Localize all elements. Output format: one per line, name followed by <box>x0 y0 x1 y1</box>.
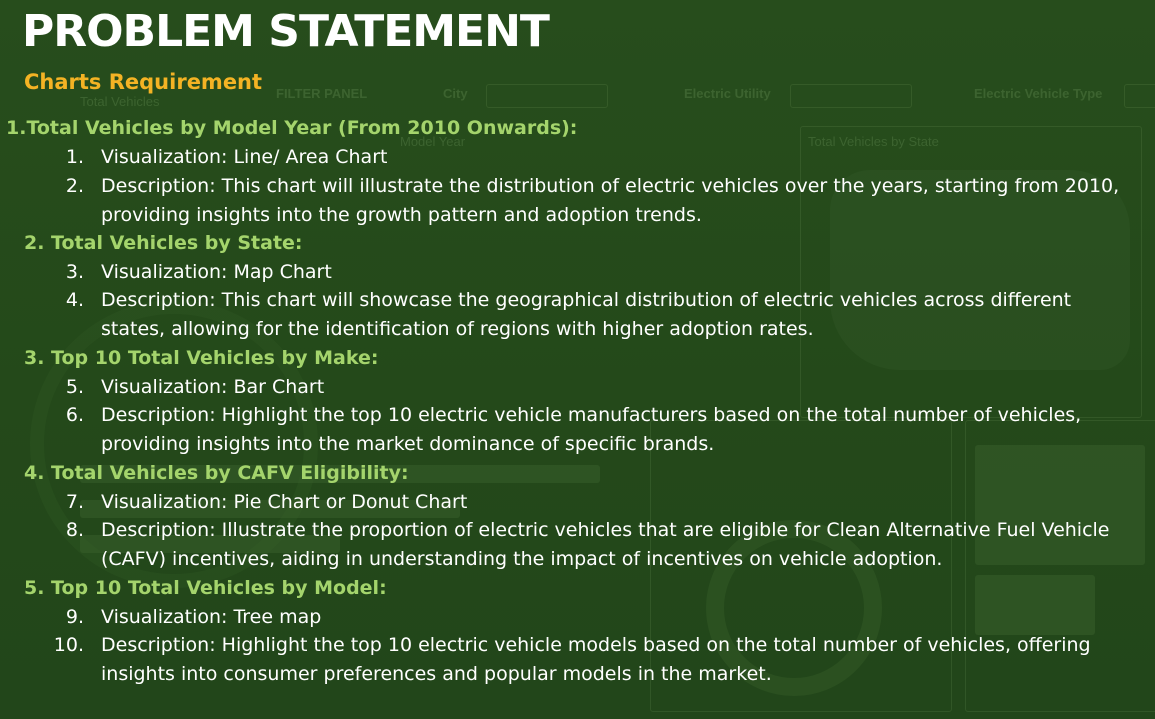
list-item-text: Visualization: Pie Chart or Donut Chart <box>101 491 468 513</box>
section-heading-state: 2. Total Vehicles by State: <box>24 232 303 254</box>
filter-panel-label: FILTER PANEL <box>276 86 368 101</box>
list-item-number: 8. <box>65 519 84 541</box>
total-vehicles-label: Total Vehicles <box>80 94 160 109</box>
list-item-number: 2. <box>65 175 84 197</box>
list-item-number: 5. <box>65 376 84 398</box>
list-item-number: 4. <box>65 289 84 311</box>
list-item-text: Visualization: Tree map <box>101 606 322 628</box>
vehicle-type-filter-dropdown <box>1124 84 1155 108</box>
utility-filter-dropdown <box>790 84 912 108</box>
section-heading-cafv: 4. Total Vehicles by CAFV Eligibility: <box>24 462 409 484</box>
list-item-text: Visualization: Line/ Area Chart <box>101 146 388 168</box>
city-filter-dropdown <box>486 84 608 108</box>
utility-filter-label: Electric Utility <box>684 86 771 101</box>
section-heading-model-year: 1.Total Vehicles by Model Year (From 201… <box>6 117 578 139</box>
section-heading-make: 3. Top 10 Total Vehicles by Make: <box>24 347 379 369</box>
list-item-text: Description: Highlight the top 10 electr… <box>101 404 1082 455</box>
vehicle-type-filter-label: Electric Vehicle Type <box>974 86 1103 101</box>
list-item-number: 6. <box>65 404 84 426</box>
city-filter-label: City <box>443 86 468 101</box>
list-item-text: Description: This chart will illustrate … <box>101 175 1120 226</box>
list-item-number: 10. <box>53 634 84 656</box>
section-heading-model: 5. Top 10 Total Vehicles by Model: <box>24 577 387 599</box>
page-subtitle: Charts Requirement <box>24 70 263 94</box>
list-item-number: 3. <box>65 261 84 283</box>
list-item-text: Visualization: Map Chart <box>101 261 332 283</box>
list-item-number: 9. <box>65 606 84 628</box>
list-item-number: 7. <box>65 491 84 513</box>
list-item-text: Description: This chart will showcase th… <box>101 289 1072 340</box>
list-item-text: Visualization: Bar Chart <box>101 376 325 398</box>
list-item-number: 1. <box>65 146 84 168</box>
list-item-text: Description: Highlight the top 10 electr… <box>101 634 1091 685</box>
list-item-text: Description: Illustrate the proportion o… <box>101 519 1110 570</box>
page-title: PROBLEM STATEMENT <box>22 6 550 57</box>
